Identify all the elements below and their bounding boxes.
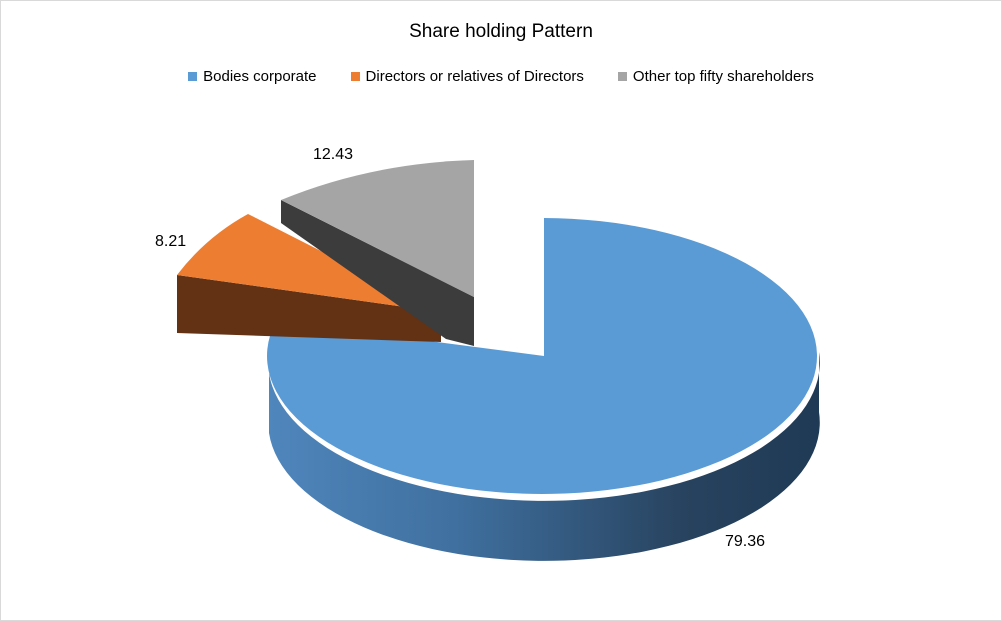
legend-label-bodies-corporate: Bodies corporate (203, 68, 317, 85)
slice-bodies-corporate (267, 218, 818, 494)
legend: Bodies corporate Directors or relatives … (1, 68, 1001, 85)
legend-label-other-shareholders: Other top fifty shareholders (632, 68, 814, 85)
slice-other-shareholders (281, 160, 474, 297)
legend-swatch-other-shareholders (617, 72, 627, 81)
chart-title: Share holding Pattern (409, 21, 593, 42)
legend-item-other-shareholders: Other top fifty shareholders (617, 68, 814, 85)
slice-directors-side-outer (177, 275, 441, 342)
legend-swatch-directors (350, 72, 360, 81)
data-label-other-shareholders: 12.43 (313, 146, 353, 163)
slice-bodies-corporate-side (269, 352, 820, 561)
slice-other-shareholders-side (281, 200, 474, 346)
legend-swatch-bodies-corporate (188, 72, 198, 81)
legend-item-bodies-corporate: Bodies corporate (188, 68, 317, 85)
legend-item-directors: Directors or relatives of Directors (350, 68, 584, 85)
legend-label-directors: Directors or relatives of Directors (365, 68, 584, 85)
data-label-directors: 8.21 (155, 233, 186, 250)
data-label-bodies-corporate: 79.36 (725, 533, 765, 550)
